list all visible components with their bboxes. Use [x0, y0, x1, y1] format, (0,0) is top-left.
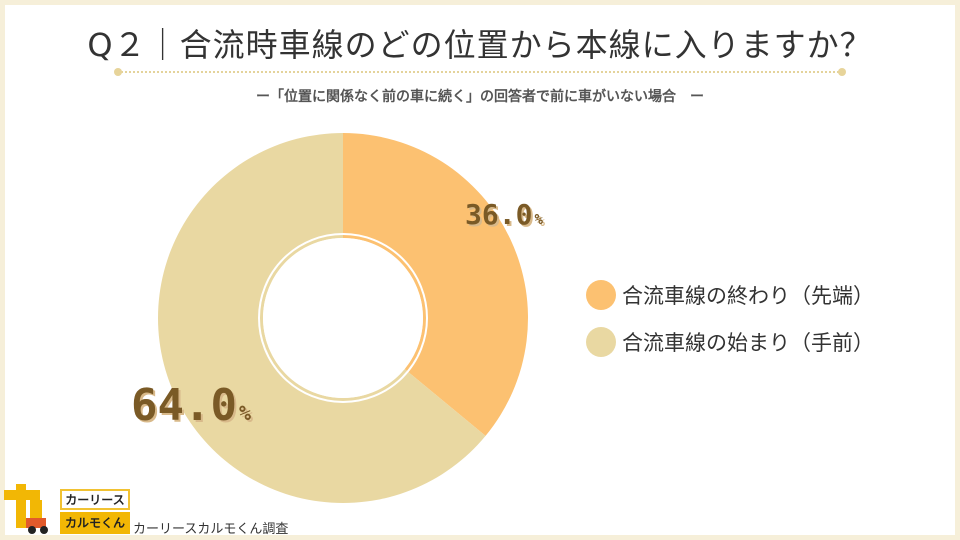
- logo-text-line2: カルモくん: [60, 512, 130, 534]
- data-label-slice-1-unit: %: [534, 212, 543, 228]
- logo-text-line1: カーリース: [60, 489, 130, 510]
- data-label-slice-2-value: 64.0: [131, 380, 237, 431]
- legend-label-2: 合流車線の始まり（手前）: [622, 331, 874, 355]
- chart-legend: 合流車線の終わり（先端） 合流車線の始まり（手前）: [586, 280, 874, 375]
- source-note: カーリースカルモくん調査: [133, 522, 289, 537]
- legend-item: 合流車線の終わり（先端）: [586, 280, 874, 310]
- title-divider: [118, 71, 842, 73]
- data-label-slice-1: 36.0%: [465, 198, 543, 231]
- legend-item: 合流車線の始まり（手前）: [586, 327, 874, 357]
- chart-subtitle: ー「位置に関係なく前の車に続く」の回答者で前に車がいない場合 ー: [256, 89, 704, 105]
- car-logo-icon: [4, 484, 48, 534]
- brand-logo: カーリース カルモくん: [4, 484, 130, 536]
- donut-slice-1: [343, 133, 528, 436]
- data-label-slice-2-unit: %: [238, 401, 252, 425]
- divider-dot-right: [838, 68, 846, 76]
- divider-dot-left: [114, 68, 122, 76]
- legend-swatch-2: [586, 327, 616, 357]
- data-label-slice-2: 64.0%: [131, 380, 251, 431]
- legend-swatch-1: [586, 280, 616, 310]
- donut-hole: [263, 238, 423, 398]
- legend-label-1: 合流車線の終わり（先端）: [622, 284, 874, 308]
- chart-title: Q２｜合流時車線のどの位置から本線に入りますか？: [87, 26, 873, 64]
- data-label-slice-1-value: 36.0: [465, 198, 533, 231]
- donut-hole-outline: [258, 233, 428, 403]
- donut-slice-2: [158, 133, 486, 503]
